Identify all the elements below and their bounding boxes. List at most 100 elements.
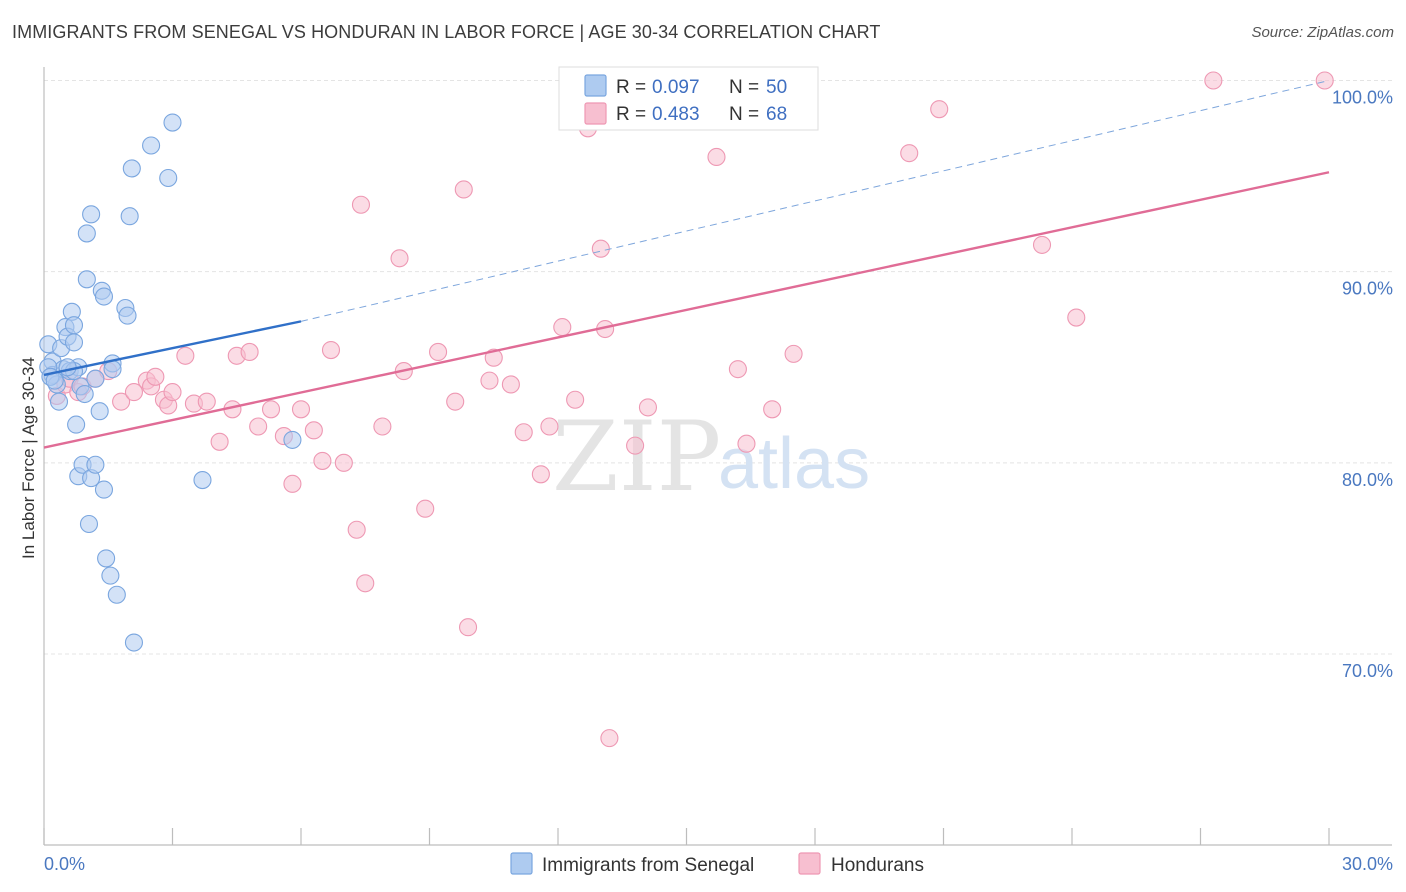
hondurans-point xyxy=(1067,308,1086,327)
axes xyxy=(43,67,1392,846)
senegal-point xyxy=(101,566,120,585)
hondurans-point xyxy=(484,348,503,367)
senegal-point xyxy=(90,402,109,421)
senegal-point xyxy=(64,316,84,335)
senegal-point xyxy=(142,136,161,155)
hondurans-point xyxy=(626,436,645,455)
hondurans-point xyxy=(321,340,341,360)
senegal-point xyxy=(58,358,77,377)
hondurans-point xyxy=(283,474,302,493)
hondurans-point xyxy=(737,434,756,453)
senegal-point xyxy=(107,585,126,604)
hondurans-point xyxy=(446,392,465,411)
senegal-point xyxy=(64,333,84,352)
legend-r-value-senegal: 0.097 xyxy=(652,77,700,98)
hondurans-point xyxy=(313,451,332,470)
trend-lines xyxy=(43,80,1330,449)
senegal-trend-line xyxy=(43,320,302,377)
senegal-point xyxy=(122,159,141,178)
source-credit: Source: ZipAtlas.com xyxy=(1251,24,1394,41)
bottom-legend-label-senegal: Immigrants from Senegal xyxy=(542,855,754,876)
legend-swatch-hondurans xyxy=(584,102,607,125)
legend-swatch-senegal xyxy=(584,74,607,97)
legend-r-label-senegal: R = xyxy=(616,77,646,98)
hondurans-point xyxy=(163,383,182,402)
hondurans-point xyxy=(501,375,520,394)
hondurans-point xyxy=(1032,235,1052,254)
hondurans-point xyxy=(356,574,375,593)
y-tick-labels: 70.0% 80.0% 90.0% 100.0% xyxy=(1332,88,1393,682)
chart-title: IMMIGRANTS FROM SENEGAL VS HONDURAN IN L… xyxy=(12,22,881,42)
senegal-point xyxy=(103,360,122,379)
senegal-points xyxy=(39,113,302,652)
senegal-point xyxy=(82,205,101,224)
senegal-point xyxy=(79,514,99,534)
hondurans-point xyxy=(728,360,747,379)
senegal-point xyxy=(94,287,114,306)
x-tick-label: 0.0% xyxy=(44,854,85,874)
hondurans-point xyxy=(638,398,658,417)
hondurans-point xyxy=(249,417,268,436)
hondurans-point xyxy=(591,239,610,258)
hondurans-point xyxy=(373,417,392,436)
hondurans-point xyxy=(600,729,619,748)
hondurans-point xyxy=(197,392,216,411)
senegal-point xyxy=(97,549,116,568)
hondurans-point xyxy=(930,100,949,119)
y-tick-label: 100.0% xyxy=(1332,88,1393,108)
hondurans-point xyxy=(334,453,353,472)
senegal-point xyxy=(193,470,212,490)
senegal-point xyxy=(67,415,86,434)
hondurans-point xyxy=(784,344,803,363)
senegal-point xyxy=(159,168,178,188)
legend-n-value-hondurans: 68 xyxy=(766,104,787,125)
legend-n-label-hondurans: N = xyxy=(729,104,759,125)
hondurans-point xyxy=(261,400,281,419)
hondurans-point xyxy=(416,499,435,518)
senegal-point xyxy=(75,384,94,404)
hondurans-point xyxy=(553,318,572,337)
senegal-point xyxy=(163,113,182,132)
legend-n-label-senegal: N = xyxy=(729,77,759,98)
legend-r-label-hondurans: R = xyxy=(616,104,646,125)
hondurans-point xyxy=(146,367,165,386)
hondurans-point xyxy=(304,421,323,440)
watermark-atlas: atlas xyxy=(718,424,870,504)
legend-box: R = 0.097 N = 50 R = 0.483 N = 68 xyxy=(558,66,819,131)
hondurans-point xyxy=(1315,71,1334,90)
bottom-legend-swatch-senegal xyxy=(510,852,533,875)
y-tick-label: 90.0% xyxy=(1342,279,1393,299)
hondurans-point xyxy=(566,390,585,409)
senegal-trend-extension xyxy=(300,80,1330,322)
senegal-point xyxy=(118,306,137,325)
legend-r-value-hondurans: 0.483 xyxy=(652,104,700,125)
x-tick-label: 30.0% xyxy=(1342,854,1393,874)
hondurans-point xyxy=(531,465,550,484)
hondurans-point xyxy=(514,423,533,442)
senegal-point xyxy=(86,455,105,474)
x-tick-labels: 0.0% 30.0% xyxy=(44,854,1393,874)
y-tick-label: 80.0% xyxy=(1342,470,1393,490)
hondurans-point xyxy=(291,400,311,419)
hondurans-point xyxy=(480,371,499,390)
hondurans-point xyxy=(124,383,143,402)
senegal-point xyxy=(77,270,96,289)
senegal-point xyxy=(86,369,105,388)
hondurans-point xyxy=(540,417,559,436)
legend-n-value-senegal: 50 xyxy=(766,77,787,98)
hondurans-point xyxy=(900,144,919,163)
hondurans-trend-line xyxy=(43,171,1330,449)
y-tick-label: 70.0% xyxy=(1342,661,1393,681)
hondurans-point xyxy=(763,400,782,419)
senegal-point xyxy=(77,224,96,243)
hondurans-point xyxy=(240,342,259,362)
hondurans-point xyxy=(390,249,409,268)
hondurans-point xyxy=(1204,71,1223,90)
senegal-point xyxy=(94,480,114,499)
grid-lines xyxy=(44,80,1392,655)
senegal-point xyxy=(49,392,69,411)
hondurans-point xyxy=(112,392,131,411)
hondurans-point xyxy=(458,618,478,637)
senegal-point xyxy=(283,430,302,449)
